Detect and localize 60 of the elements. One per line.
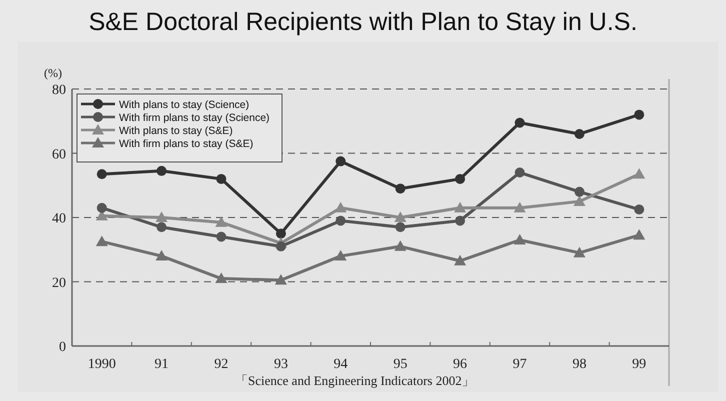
point: [274, 274, 287, 285]
y-tick-label: 20: [52, 276, 66, 291]
point: [96, 169, 107, 180]
point: [574, 128, 584, 139]
point: [514, 118, 525, 128]
point: [156, 222, 167, 232]
legend-label: With firm plans to stay (Science): [119, 112, 270, 124]
point: [215, 216, 228, 227]
point: [276, 241, 286, 252]
point: [455, 216, 466, 226]
point: [394, 240, 406, 251]
y-tick-label: 80: [52, 83, 66, 98]
point: [634, 204, 644, 214]
point: [395, 222, 406, 232]
x-tick-label: 96: [453, 357, 468, 372]
legend-label: With firm plans to stay (S&E): [119, 138, 254, 150]
y-tick-label: 60: [52, 147, 66, 162]
point: [96, 202, 107, 213]
point: [156, 212, 168, 222]
chart-title: S&E Doctoral Recipients with Plan to Stay in U.S.: [88, 8, 638, 36]
point: [336, 156, 346, 166]
legend-label: With plans to stay (Science): [119, 99, 250, 111]
x-tick-label: 98: [572, 357, 586, 372]
x-tick-label: 1990: [88, 357, 116, 372]
x-tick-label: 95: [393, 357, 408, 372]
x-tick-label: 91: [154, 357, 169, 372]
point: [334, 250, 347, 261]
point: [455, 174, 466, 184]
point: [573, 195, 586, 206]
point: [573, 246, 586, 258]
x-tick-label: 94: [334, 357, 348, 372]
point: [276, 228, 286, 239]
point: [216, 174, 226, 184]
point: [454, 254, 466, 266]
point: [216, 232, 226, 242]
point: [156, 250, 168, 261]
y-tick-label: 0: [59, 340, 66, 355]
point: [634, 110, 644, 120]
point: [514, 202, 526, 212]
point: [454, 202, 466, 212]
point: [633, 229, 646, 240]
x-tick-label: 97: [512, 357, 527, 372]
point: [514, 234, 526, 244]
x-tick-label: 92: [214, 357, 228, 372]
legend-label: With plans to stay (S&E): [119, 125, 233, 137]
text: 「Science and Engineering Indicators 2002」: [235, 373, 475, 388]
point: [336, 216, 346, 226]
point: [514, 168, 525, 178]
y-tick-label: 40: [52, 212, 66, 226]
point: [156, 166, 167, 176]
point: [334, 202, 347, 212]
x-tick-label: 99: [632, 357, 646, 372]
point: [215, 272, 228, 284]
point: [633, 168, 646, 179]
point: [96, 236, 108, 246]
y-axis-title: (%): [44, 66, 62, 80]
point: [394, 212, 406, 222]
x-tick-label: 93: [274, 357, 288, 372]
point: [574, 186, 584, 197]
point: [395, 184, 406, 194]
